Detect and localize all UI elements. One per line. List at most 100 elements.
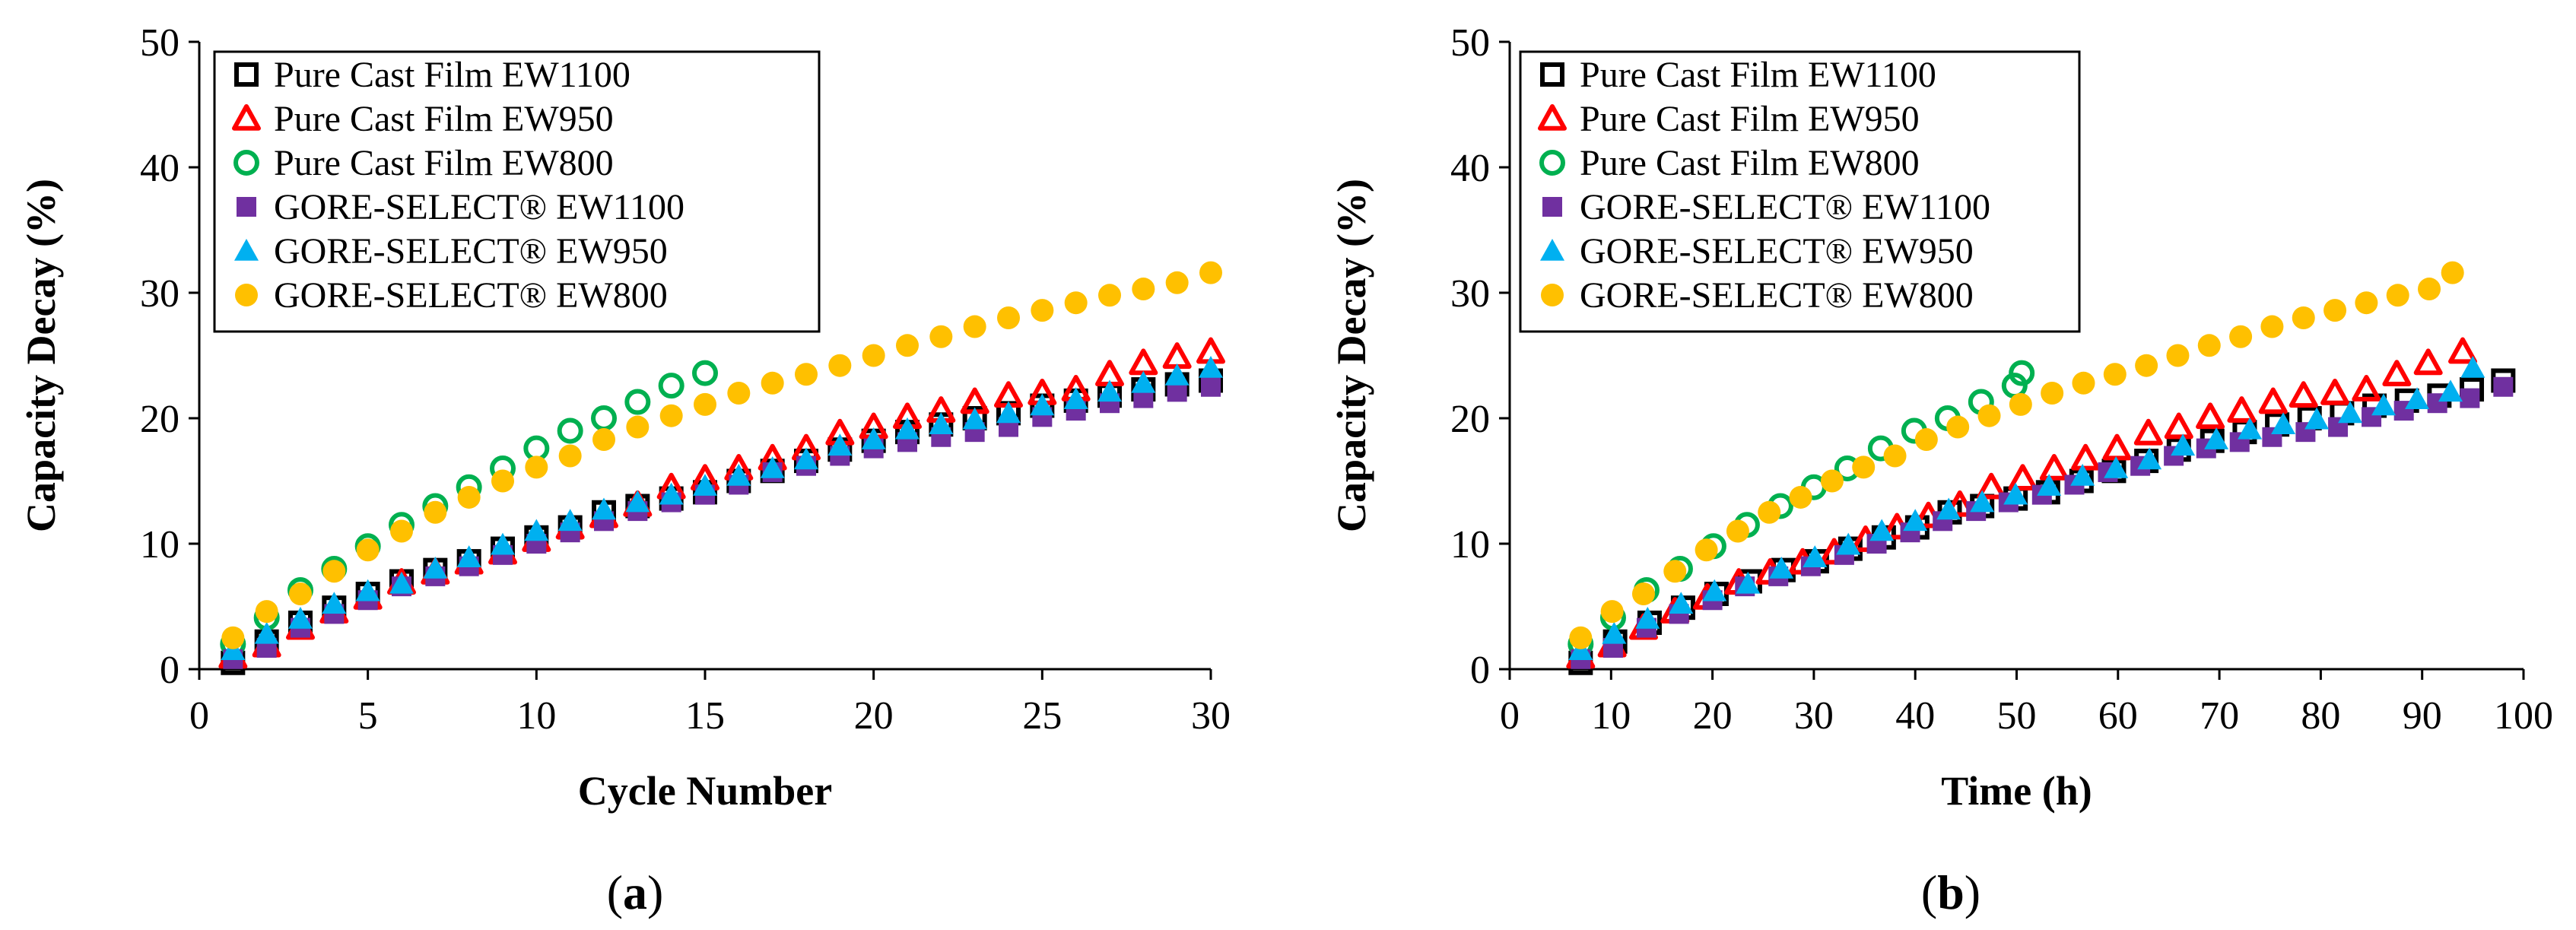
chart-b-point [2460,388,2480,408]
chart-a-x-tick-label: 5 [358,694,378,738]
chart-b-x-tick-label: 80 [2301,694,2340,738]
chart-b-point [2009,360,2035,386]
chart-a-legend-label: GORE-SELECT® EW950 [274,231,668,271]
chart-a-point [1098,284,1121,307]
chart-a-point [525,455,548,479]
chart-b-legend-marker [1540,62,1564,87]
chart-a-point [929,325,953,348]
chart-a-axes: 0 10 20 30 40 50 0 5 10 15 20 25 30 [140,21,1231,738]
chart-a-y-tick-label: 30 [140,272,179,316]
chart-b-panel-letter: b [1937,865,1965,919]
chart-a-y-tick-label: 10 [140,523,179,567]
chart-b-point [1970,490,1995,513]
chart-b-point [2292,306,2315,329]
chart-b-point [2271,412,2296,435]
chart-b-point [2164,412,2193,440]
chart-b-point [2071,443,2101,471]
chart-b-point [2460,356,2485,378]
chart-a-point [795,363,818,386]
chart-a-legend-marker [237,197,256,217]
chart-b-legend-entry: GORE-SELECT® EW800 [1541,275,1974,316]
chart-b-point [1600,600,1624,624]
chart-a-point [997,306,1020,329]
chart-b-legend-marker [1542,197,1562,217]
chart-a-point [862,344,885,367]
chart-b-legend-label: Pure Cast Film EW800 [1580,143,1920,183]
chart-a-point [1132,278,1155,301]
chart-a-point [761,371,784,395]
chart-a-point [557,509,583,532]
chart-b-point [1852,455,1876,479]
chart-a-point [424,500,447,524]
chart-b-point [2041,382,2064,405]
chart-a-point [827,433,853,456]
chart-a-legend-label: Pure Cast Film EW1100 [274,55,631,95]
chart-b-point [2072,371,2095,395]
chart-a-point [322,560,346,583]
chart-a-y-tick-label: 40 [140,147,179,190]
chart-b-point [1946,415,1970,439]
chart-b-x-tick-label: 90 [2403,694,2442,738]
chart-a-point [456,545,481,567]
chart-a-panel-label: (a) [607,865,664,919]
chart-b-legend-marker [1541,284,1564,306]
chart-b-point [2039,454,2069,481]
chart-a-x-axis-title: Cycle Number [578,768,832,814]
chart-a-point [289,582,312,605]
chart-b-point [2289,381,2318,408]
chart-a-x-tick-label: 25 [1022,694,1062,738]
chart-b-point [2133,418,2163,446]
chart-b-point [2371,393,2397,416]
chart-b-point [2166,344,2190,367]
chart-b-point [2009,392,2032,416]
chart-b-y-tick-label: 10 [1450,523,1490,567]
chart-b-point [2238,417,2263,440]
chart-b-series-3 [1571,376,2514,669]
chart-a-point [963,315,986,338]
chart-b-point [1669,592,1694,614]
chart-b-x-tick-label: 30 [1794,694,1834,738]
chart-b-legend-entry: Pure Cast Film EW1100 [1540,55,1936,95]
chart-b-point [2102,433,2132,461]
chart-b-point [2438,379,2463,402]
chart-a-point [1199,261,1222,284]
chart-a-point [389,571,414,594]
chart-a-legend-marker [232,104,261,131]
chart-b-point [2204,427,2229,449]
chart-b-point [2104,456,2129,478]
chart-b-point [2304,407,2330,430]
chart-a-point [625,490,650,513]
chart-b-legend-entry: GORE-SELECT® EW1100 [1542,187,1990,227]
chart-b-markers [1566,261,2516,675]
chart-b-point [2037,474,2062,496]
chart-a-legend-entry: GORE-SELECT® EW1100 [237,187,684,227]
chart-b-point [1869,519,1895,541]
chart-a-point [693,474,717,496]
chart-b-legend-marker [1540,239,1564,261]
chart-a-point [895,417,920,440]
chart-a-point [659,404,683,427]
chart-a-y-tick-label: 50 [140,21,179,65]
chart-a-legend-label: Pure Cast Film EW800 [274,143,614,183]
chart-a-point [659,482,684,505]
chart-a-point [1131,370,1156,393]
chart-b-point [2196,402,2225,430]
chart-a-x-tick-label: 20 [854,694,894,738]
chart-b-point [2493,376,2514,397]
chart-b-point [2413,348,2443,376]
chart-a-point [491,532,515,555]
chart-a-point [591,405,617,431]
chart-b-x-tick-label: 0 [1500,694,1520,738]
chart-a-point [794,447,818,470]
chart-a-series-3 [223,376,1221,669]
chart-b-legend-label: Pure Cast Film EW950 [1580,99,1920,139]
chart-a-series-5 [221,261,1222,649]
chart-b-legend-label: GORE-SELECT® EW950 [1580,231,1974,271]
chart-a-point [1064,291,1088,315]
chart-a-x-tick-label: 0 [189,694,209,738]
chart-a-point [255,600,278,624]
chart-a-point [996,401,1021,424]
chart-a-series-4 [221,356,1223,661]
chart-a-legend-label: GORE-SELECT® EW1100 [274,187,684,227]
